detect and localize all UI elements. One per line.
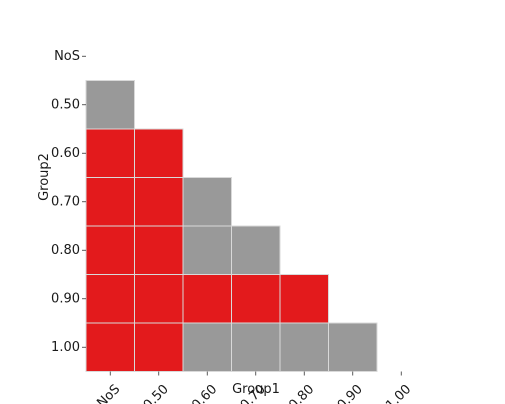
heatmap-cell (85, 128, 135, 178)
y-tick-label: 0.90 (51, 291, 80, 306)
y-tick-label: 1.00 (51, 340, 80, 355)
x-tick-label: 0.50 (141, 382, 172, 404)
y-tick-label: 0.60 (51, 146, 80, 161)
heatmap-cell (182, 225, 232, 275)
heatmap-cell (134, 274, 184, 324)
heatmap-cell (231, 322, 281, 372)
x-tick-label: 0.90 (335, 382, 366, 404)
heatmap-cell (182, 322, 232, 372)
heatmap-cell (328, 322, 378, 372)
y-axis-label: Group2 (37, 153, 52, 201)
heatmap-cell (85, 322, 135, 372)
heatmap-cell (279, 274, 329, 324)
x-tick-label: NoS (94, 382, 123, 404)
y-tick-label: 0.70 (51, 194, 80, 209)
heatmap-cell (85, 225, 135, 275)
heatmap-cells (85, 80, 378, 372)
y-tick-label: 0.50 (51, 97, 80, 112)
heatmap-cell (231, 225, 281, 275)
heatmap-cell (134, 225, 184, 275)
heatmap-cell (279, 322, 329, 372)
x-tick-label: 0.60 (189, 382, 220, 404)
x-axis-label: Group1 (232, 382, 280, 397)
heatmap-cell (85, 177, 135, 227)
heatmap-cell (182, 274, 232, 324)
x-tick-label: 1.00 (383, 382, 414, 404)
heatmap-cell (134, 322, 184, 372)
y-tick-label: NoS (54, 49, 80, 64)
x-tick-label: 0.80 (286, 382, 317, 404)
heatmap-cell (231, 274, 281, 324)
heatmap-cell (134, 128, 184, 178)
heatmap-cell (85, 80, 135, 130)
y-tick-label: 0.80 (51, 243, 80, 258)
heatmap-cell (182, 177, 232, 227)
heatmap-cell (85, 274, 135, 324)
y-axis-ticks: NoS 0.50 0.60 0.70 0.80 0.90 1.00 (51, 49, 86, 355)
heatmap-cell (134, 177, 184, 227)
